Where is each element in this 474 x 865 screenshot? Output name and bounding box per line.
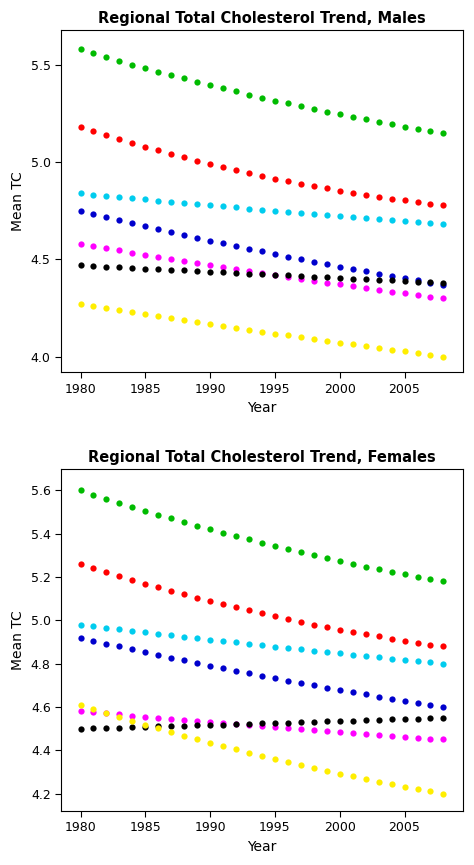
- X-axis label: Year: Year: [247, 401, 277, 415]
- Title: Regional Total Cholesterol Trend, Females: Regional Total Cholesterol Trend, Female…: [88, 450, 436, 465]
- Title: Regional Total Cholesterol Trend, Males: Regional Total Cholesterol Trend, Males: [98, 11, 426, 26]
- Y-axis label: Mean TC: Mean TC: [11, 610, 25, 670]
- Y-axis label: Mean TC: Mean TC: [11, 171, 25, 231]
- X-axis label: Year: Year: [247, 840, 277, 854]
